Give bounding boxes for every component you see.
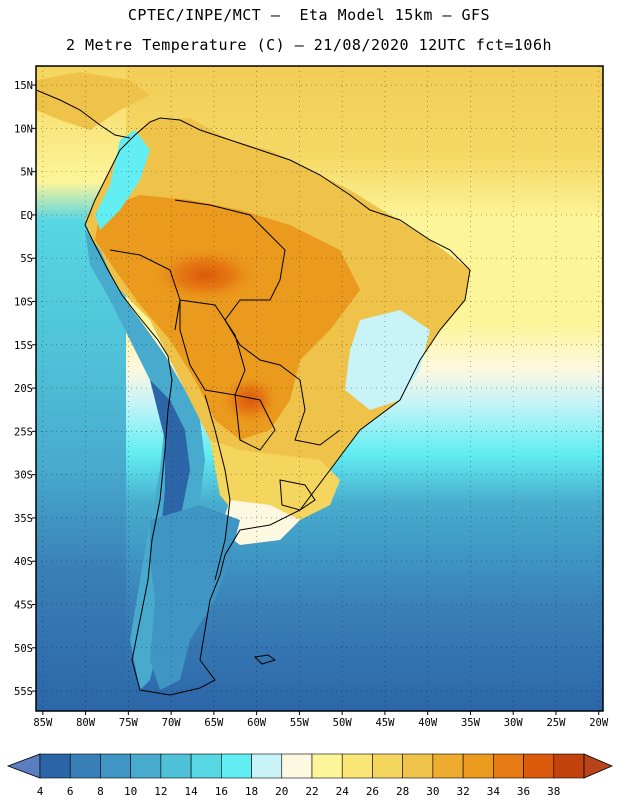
colorbar-label: 34 [487, 785, 501, 798]
lon-label: 80W [76, 717, 96, 729]
hot-core-chaco [220, 375, 280, 425]
colorbar-swatch [39, 753, 71, 779]
colorbar-swatch [251, 753, 283, 779]
colorbar-swatch [493, 753, 524, 779]
falklands-outline [253, 654, 277, 665]
coastlines [36, 89, 471, 696]
colorbar-label: 26 [366, 785, 379, 798]
lat-label: 30S [14, 470, 33, 482]
colorbar-label: 8 [97, 785, 104, 798]
lon-label: 50W [333, 717, 353, 729]
colorbar-label: 28 [396, 785, 409, 798]
hot-core-west-amazon [150, 247, 260, 303]
pampas-cool [220, 500, 300, 545]
colorbar-label: 22 [305, 785, 318, 798]
colorbar-label: 38 [547, 785, 560, 798]
amazon-hot-region [95, 195, 360, 440]
lon-label: 20W [589, 717, 609, 729]
lon-label: 40W [418, 717, 438, 729]
lon-label: 70W [162, 717, 182, 729]
east-brazil-cool [345, 310, 430, 410]
lat-label: 5N [20, 167, 33, 179]
lat-label: 10N [14, 123, 33, 135]
temperature-field [36, 66, 603, 711]
andes-north [95, 130, 150, 230]
colorbar-swatch [281, 753, 313, 779]
paraguay-border [234, 394, 276, 451]
colorbar-swatch [221, 753, 252, 779]
uruguay-border [279, 479, 316, 511]
lon-label: 25W [546, 717, 566, 729]
colorbar-swatch [160, 753, 192, 779]
colorbar-swatch [372, 753, 403, 779]
colorbar-label: 32 [456, 785, 469, 798]
patagonia-land [150, 505, 240, 690]
argentina-border [204, 394, 231, 581]
colorbar-swatch [523, 753, 555, 779]
lat-label: 50S [14, 643, 33, 655]
colorbar-swatch [402, 753, 434, 779]
lon-label: 45W [375, 717, 395, 729]
lon-label: 30W [504, 717, 524, 729]
colorbar-label: 16 [215, 785, 228, 798]
lat-label: 25S [14, 426, 33, 438]
lat-label: 15S [14, 340, 33, 352]
colorbar-high-arrow [583, 753, 614, 779]
lon-label: 35W [461, 717, 481, 729]
colorbar-swatch [130, 753, 162, 779]
lat-label: 40S [14, 556, 33, 568]
central-america-land [36, 72, 150, 130]
title-line-2: 2 Metre Temperature (C) – 21/08/2020 12U… [65, 36, 553, 54]
colorbar-label: 18 [245, 785, 258, 798]
lat-label: EQ [20, 210, 33, 222]
lat-label: 5S [20, 253, 33, 265]
colorbar-label: 4 [37, 785, 44, 798]
colorbar-swatch [100, 753, 131, 779]
colorbar: 4 6 8 10 12 14 16 18 20 22 24 26 28 30 32 34 36 38 [6, 753, 614, 798]
lat-label: 15N [14, 80, 33, 92]
colorbar-swatch [432, 753, 464, 779]
colorbar-label: 24 [336, 785, 350, 798]
colorbar-low-arrow [6, 753, 41, 779]
colorbar-label: 14 [184, 785, 198, 798]
latitude-labels: 15N 10N 5N EQ 5S 10S 15S 20S 25S 30S 35S 40S 45S 50S 5… [14, 80, 36, 698]
lat-label: 45S [14, 600, 33, 612]
lat-label: 20S [14, 383, 33, 395]
lon-label: 55W [290, 717, 310, 729]
colorbar-swatch [341, 753, 373, 779]
title-line-1: CPTEC/INPE/MCT – Eta Model 15km – GFS [127, 6, 491, 24]
colorbar-swatch [553, 753, 585, 779]
lat-label: 10S [14, 296, 33, 308]
lon-label: 85W [33, 717, 53, 729]
colorbar-swatch [311, 753, 343, 779]
lon-label: 75W [119, 717, 139, 729]
peru-border [109, 249, 181, 331]
colorbar-swatch [69, 753, 101, 779]
colorbar-label: 12 [154, 785, 167, 798]
central-america-outline [36, 89, 131, 139]
south-america-outline [84, 117, 471, 696]
colorbar-label: 30 [426, 785, 439, 798]
colorbar-swatch [462, 753, 494, 779]
lat-label: 55S [14, 686, 33, 698]
lon-label: 65W [204, 717, 224, 729]
pacific-field [36, 66, 126, 711]
colorbar-label: 20 [275, 785, 288, 798]
longitude-labels: 85W 80W 75W 70W 65W 60W 55W 50W 45W 40W 35W 30W 25W 2… [33, 711, 609, 729]
lon-label: 60W [247, 717, 267, 729]
colorbar-label: 10 [124, 785, 137, 798]
lat-label: 35S [14, 513, 33, 525]
colorbar-swatch [190, 753, 222, 779]
colorbar-label: 36 [517, 785, 530, 798]
colorbar-label: 6 [67, 785, 74, 798]
